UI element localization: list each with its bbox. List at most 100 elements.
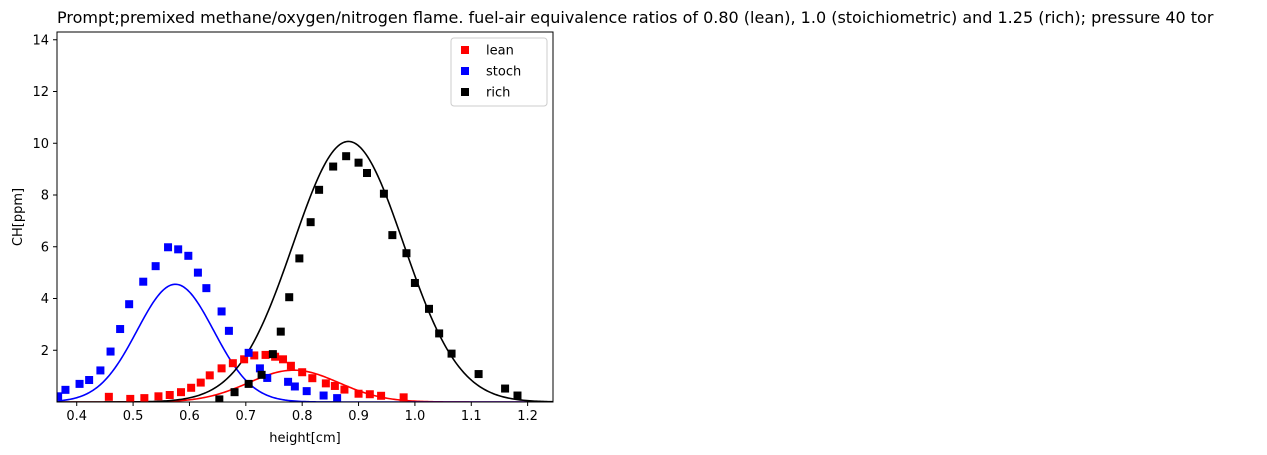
y-tick-label-3: 8 — [41, 189, 49, 204]
point-stoch-7 — [125, 300, 134, 309]
point-rich-11 — [342, 152, 351, 161]
legend-marker-rich — [461, 88, 469, 96]
y-tick-label-6: 14 — [32, 33, 49, 48]
point-stoch-15 — [217, 307, 226, 316]
x-tick-label-8: 1.2 — [517, 409, 538, 424]
point-lean-24 — [377, 391, 386, 400]
point-stoch-24 — [333, 394, 342, 402]
x-tick-label-0: 0.4 — [66, 409, 87, 424]
point-rich-17 — [410, 278, 419, 287]
point-lean-23 — [365, 390, 374, 399]
y-tick-label-0: 2 — [41, 344, 49, 359]
point-stoch-10 — [164, 243, 173, 252]
point-stoch-6 — [116, 325, 125, 334]
y-axis-label: CH[ppm] — [11, 188, 26, 246]
point-lean-4 — [165, 391, 174, 400]
chart-title: Prompt;premixed methane/oxygen/nitrogen … — [57, 8, 1214, 27]
point-rich-6 — [285, 293, 294, 302]
y-tick-label-1: 4 — [41, 292, 49, 307]
point-rich-9 — [315, 185, 324, 194]
point-lean-11 — [240, 355, 249, 364]
point-lean-5 — [177, 388, 185, 397]
point-stoch-4 — [96, 366, 105, 375]
point-lean-16 — [286, 361, 295, 370]
y-tick-label-2: 6 — [41, 240, 49, 255]
point-stoch-22 — [302, 387, 311, 396]
point-rich-18 — [425, 304, 433, 313]
point-rich-12 — [354, 158, 363, 167]
point-lean-22 — [354, 389, 363, 398]
point-lean-12 — [250, 351, 259, 360]
point-lean-3 — [154, 392, 163, 401]
point-lean-21 — [340, 385, 349, 394]
point-stoch-8 — [139, 277, 148, 286]
point-stoch-5 — [106, 347, 115, 356]
point-stoch-11 — [174, 245, 183, 254]
y-tick-label-4: 10 — [32, 137, 49, 152]
plot-frame — [56, 31, 554, 403]
point-rich-7 — [295, 254, 304, 263]
point-lean-20 — [330, 381, 339, 390]
point-stoch-12 — [184, 251, 193, 260]
point-lean-6 — [187, 383, 196, 392]
point-stoch-3 — [85, 376, 94, 385]
legend-label-stoch: stoch — [486, 65, 521, 80]
point-lean-25 — [399, 393, 408, 402]
point-stoch-1 — [61, 385, 70, 394]
point-lean-1 — [126, 394, 135, 402]
x-axis: 0.4 0.5 0.6 0.7 0.8 0.9 1.0 1.1 1.2 — [66, 402, 538, 424]
point-stoch-21 — [290, 382, 299, 391]
point-lean-2 — [140, 394, 149, 402]
x-tick-label-3: 0.7 — [235, 409, 256, 424]
point-stoch-2 — [75, 379, 84, 388]
point-lean-7 — [196, 378, 205, 387]
point-stoch-18 — [255, 364, 264, 373]
point-rich-19 — [435, 329, 444, 338]
point-rich-0 — [215, 395, 224, 402]
point-stoch-0 — [57, 392, 63, 401]
point-rich-8 — [306, 218, 315, 227]
point-rich-1 — [230, 388, 239, 397]
x-axis-label: height[cm] — [269, 431, 340, 446]
point-rich-2 — [244, 379, 253, 388]
legend-box — [450, 37, 548, 107]
point-rich-15 — [388, 231, 397, 240]
point-rich-10 — [329, 162, 338, 171]
y-tick-label-5: 12 — [32, 85, 49, 100]
point-rich-4 — [268, 350, 277, 359]
x-tick-label-6: 1.0 — [405, 409, 426, 424]
point-rich-5 — [276, 327, 285, 336]
x-tick-label-4: 0.8 — [292, 409, 313, 424]
legend-label-rich: rich — [486, 86, 510, 101]
point-stoch-23 — [319, 391, 328, 400]
point-rich-3 — [257, 370, 266, 379]
point-lean-10 — [228, 359, 237, 368]
point-rich-22 — [501, 384, 510, 393]
point-lean-9 — [217, 364, 226, 373]
x-tick-label-2: 0.6 — [179, 409, 200, 424]
point-lean-15 — [279, 355, 288, 364]
point-lean-8 — [205, 371, 214, 380]
x-tick-label-7: 1.1 — [461, 409, 482, 424]
point-stoch-19 — [263, 373, 272, 382]
y-axis: 2 4 6 8 10 12 14 — [32, 33, 57, 359]
legend-marker-stoch — [461, 67, 469, 75]
point-rich-14 — [379, 189, 388, 198]
point-stoch-14 — [202, 284, 211, 293]
point-stoch-13 — [193, 268, 202, 277]
point-lean-19 — [321, 379, 330, 388]
point-lean-0 — [104, 392, 113, 401]
legend-label-lean: lean — [486, 44, 514, 59]
x-tick-label-1: 0.5 — [123, 409, 144, 424]
point-rich-20 — [447, 349, 456, 358]
point-rich-21 — [474, 370, 483, 379]
legend: lean stoch rich — [450, 37, 548, 107]
point-stoch-9 — [151, 262, 160, 271]
point-rich-16 — [402, 249, 411, 258]
point-rich-23 — [513, 391, 522, 400]
legend-marker-lean — [461, 46, 469, 54]
point-stoch-16 — [224, 326, 233, 335]
x-tick-label-5: 0.9 — [348, 409, 369, 424]
point-stoch-20 — [284, 377, 293, 386]
